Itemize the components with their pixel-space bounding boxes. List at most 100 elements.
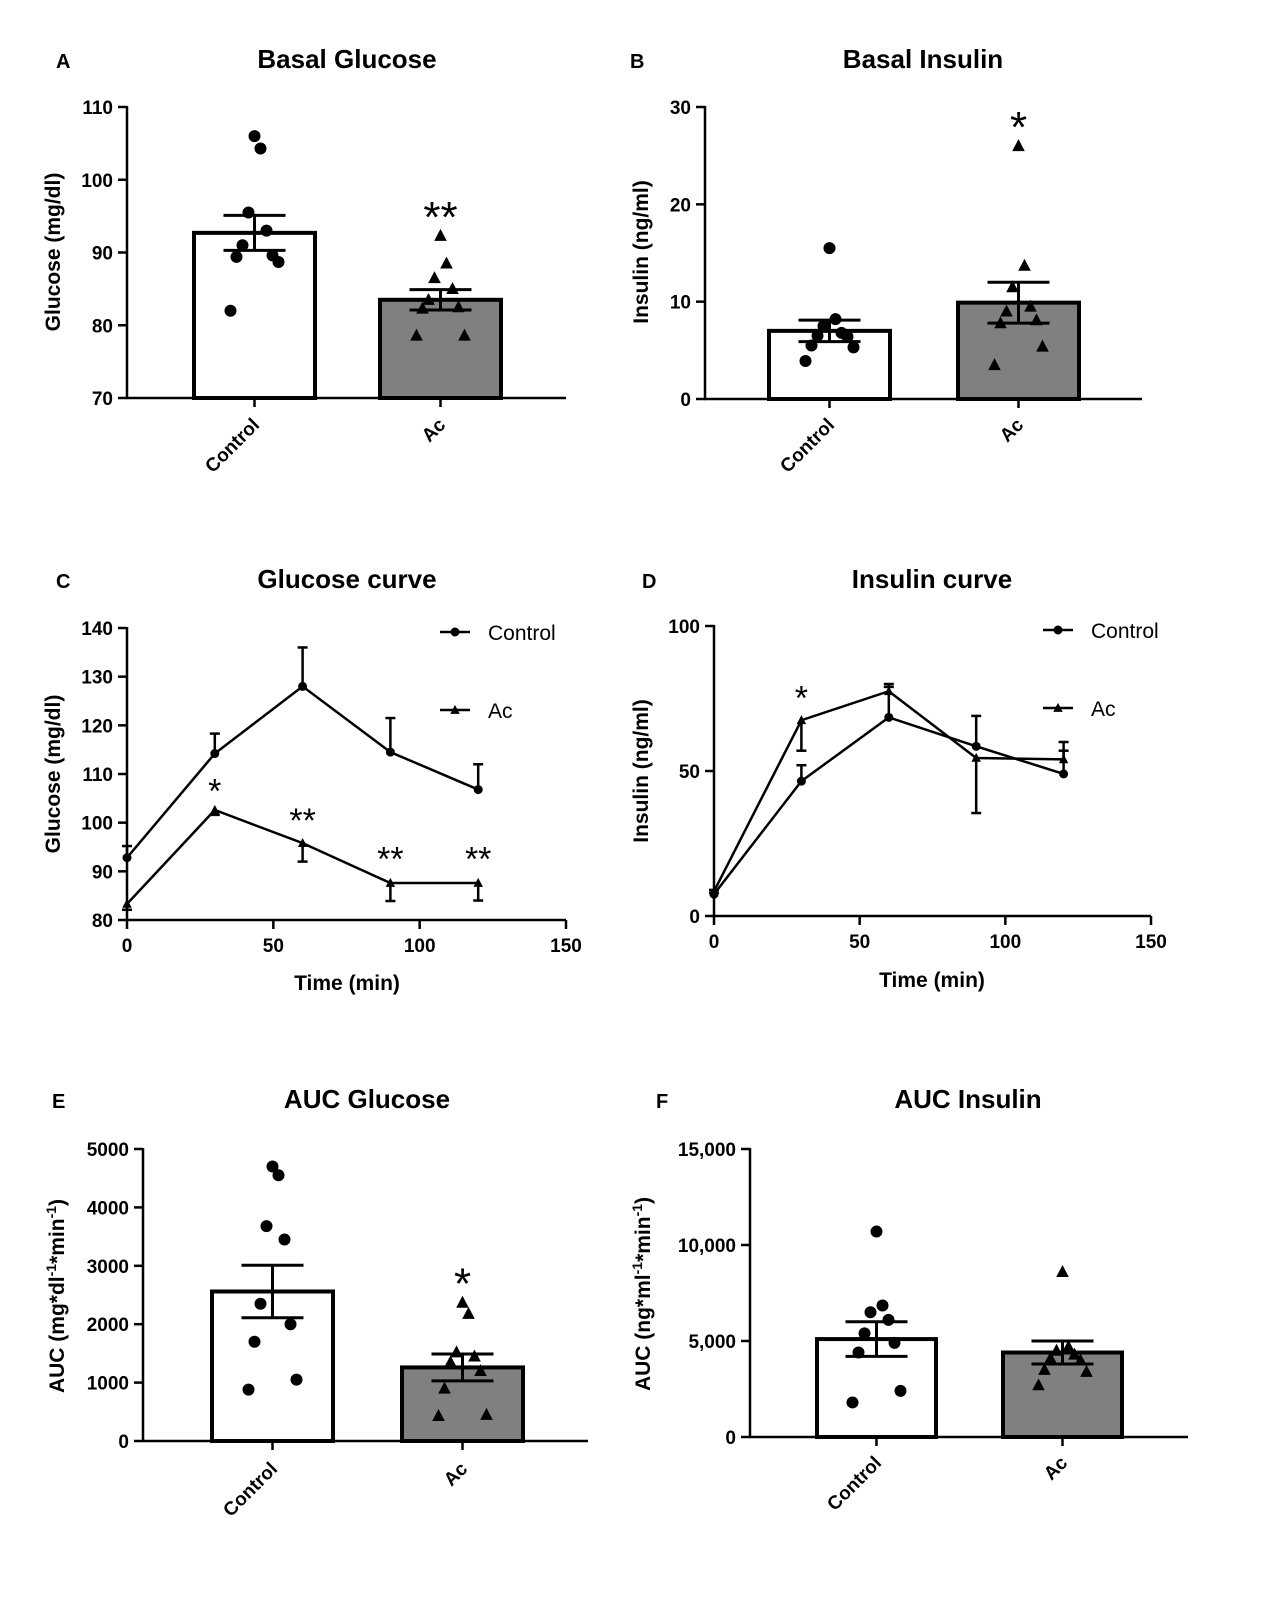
data-point xyxy=(260,224,273,237)
data-point xyxy=(1062,1339,1075,1352)
data-point xyxy=(852,1346,865,1359)
y-tick-label: 0 xyxy=(680,390,691,411)
legend-label: Control xyxy=(488,622,556,645)
y-tick-label: 0 xyxy=(725,1428,736,1449)
data-point xyxy=(428,271,441,284)
data-point xyxy=(230,250,243,263)
data-point xyxy=(298,681,308,691)
y-tick-label: 30 xyxy=(670,98,691,119)
legend-label: Ac xyxy=(488,700,513,723)
y-tick-label: 100 xyxy=(81,171,113,192)
y-axis-label: Glucose (mg/dl) xyxy=(42,173,65,332)
data-point xyxy=(297,837,308,847)
significance-label: ** xyxy=(377,841,403,879)
data-point xyxy=(1050,1343,1063,1356)
data-point xyxy=(988,358,1001,371)
data-point xyxy=(385,877,396,887)
data-point xyxy=(462,1306,475,1319)
data-point xyxy=(242,1383,255,1396)
data-point xyxy=(446,282,459,295)
data-point xyxy=(473,877,483,887)
category-label: Ac xyxy=(996,414,1028,446)
y-tick-label: 20 xyxy=(670,195,691,216)
y-tick-label: 0 xyxy=(118,1432,129,1453)
data-point xyxy=(1024,299,1037,312)
data-point xyxy=(438,1381,451,1394)
significance-label: * xyxy=(795,680,808,718)
data-point xyxy=(799,355,812,368)
significance-label: * xyxy=(208,773,221,811)
significance-label: * xyxy=(1010,103,1027,152)
category-label: Control xyxy=(219,1459,282,1522)
data-point xyxy=(480,1407,493,1420)
panel-letter: B xyxy=(630,51,644,73)
data-point xyxy=(805,339,818,352)
category-label: Control xyxy=(776,415,839,478)
y-axis-label: AUC (ng*ml-1*min-1) xyxy=(629,1197,655,1391)
data-point xyxy=(1056,1265,1069,1278)
data-point xyxy=(858,1327,871,1340)
category-label: Control xyxy=(823,1453,886,1516)
chart-title: Basal Insulin xyxy=(843,44,1003,74)
y-label-part: AUC (ng*ml xyxy=(632,1274,655,1391)
data-point xyxy=(1018,258,1031,271)
legend-marker xyxy=(1053,625,1063,635)
data-point xyxy=(473,785,483,795)
data-point xyxy=(278,1233,291,1246)
data-point xyxy=(817,320,830,332)
y-tick-label: 90 xyxy=(92,862,113,883)
legend-label: Control xyxy=(1091,620,1159,643)
x-axis-label: Time (min) xyxy=(294,972,400,995)
data-point xyxy=(272,255,285,268)
data-point xyxy=(796,715,807,725)
data-point xyxy=(444,1355,457,1368)
y-tick-label: 70 xyxy=(92,389,113,410)
data-point xyxy=(870,1225,883,1238)
data-point xyxy=(1032,1378,1045,1391)
y-tick-label: 80 xyxy=(92,911,113,932)
data-point xyxy=(224,304,237,317)
x-tick-label: 150 xyxy=(550,936,582,957)
data-point xyxy=(290,1373,303,1386)
data-point xyxy=(254,1297,267,1310)
x-tick-label: 50 xyxy=(849,932,870,953)
y-tick-label: 10,000 xyxy=(678,1236,736,1257)
y-label-sup: -1 xyxy=(43,1206,59,1219)
y-tick-label: 5,000 xyxy=(688,1332,736,1353)
data-point xyxy=(440,256,453,269)
chart-title: AUC Glucose xyxy=(284,1084,450,1114)
data-point xyxy=(456,1295,469,1308)
data-point xyxy=(1068,1347,1081,1360)
bar-control xyxy=(192,230,317,400)
data-point xyxy=(266,1160,279,1173)
data-point xyxy=(994,316,1007,329)
legend-label: Ac xyxy=(1091,698,1116,721)
category-label: Ac xyxy=(440,1458,472,1490)
y-tick-label: 0 xyxy=(689,907,700,928)
data-point xyxy=(210,804,220,814)
y-tick-label: 5000 xyxy=(87,1140,129,1161)
data-point xyxy=(888,1336,901,1349)
data-point xyxy=(1006,280,1019,293)
legend-marker xyxy=(1053,702,1063,712)
panel-f: F AUC Insulin 0 5,000 10,000 15,000 Control Ac A… xyxy=(629,1084,1188,1515)
y-tick-label: 50 xyxy=(679,762,700,783)
x-tick-label: 0 xyxy=(122,936,133,957)
bar-ac xyxy=(378,297,503,401)
data-point xyxy=(210,749,220,759)
significance-label: ** xyxy=(465,841,491,879)
data-point xyxy=(884,686,894,696)
category-label: Ac xyxy=(1040,1452,1072,1484)
data-point xyxy=(272,1169,285,1182)
y-tick-label: 110 xyxy=(82,98,113,119)
significance-label: ** xyxy=(423,193,457,242)
y-tick-label: 120 xyxy=(81,716,113,737)
data-point xyxy=(416,301,429,314)
data-point xyxy=(876,1299,889,1312)
y-axis-label: Insulin (ng/ml) xyxy=(630,180,653,323)
data-point xyxy=(884,712,894,722)
data-point xyxy=(458,328,471,341)
y-label-part: *min xyxy=(632,1216,655,1262)
panel-letter: F xyxy=(656,1091,668,1113)
